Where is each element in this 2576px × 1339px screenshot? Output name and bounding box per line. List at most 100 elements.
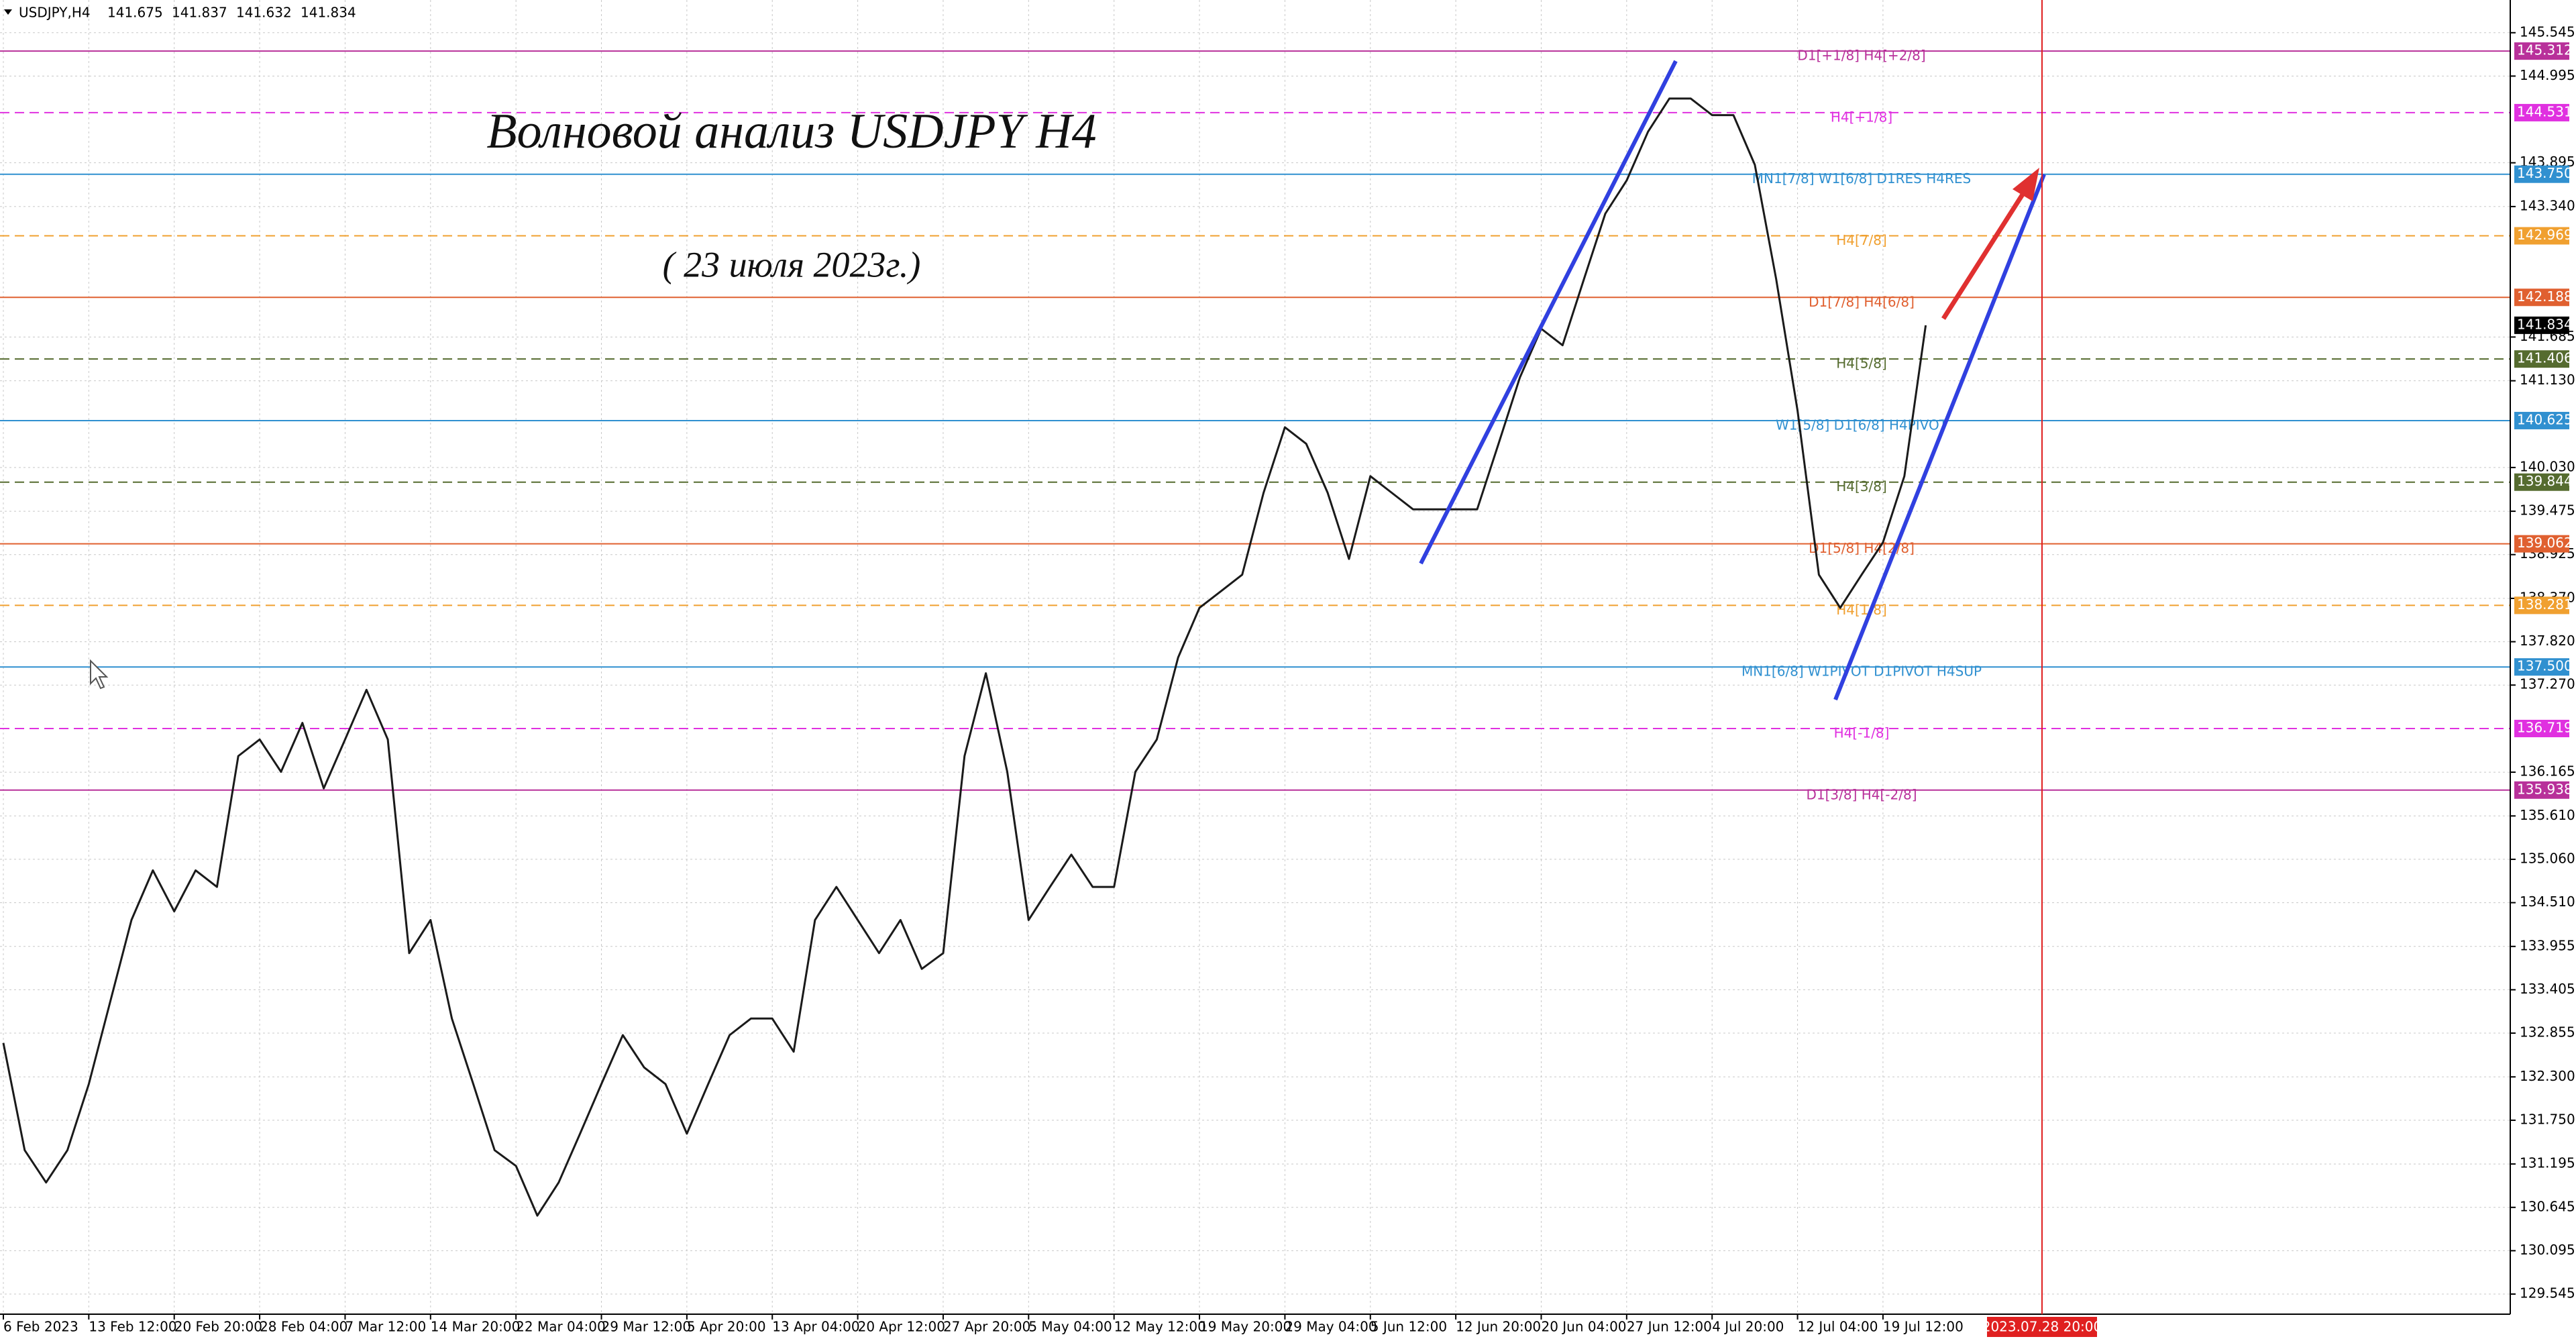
y-tick-label: 133.955 xyxy=(2520,937,2575,953)
y-tick-label: 139.475 xyxy=(2520,502,2575,519)
x-tick-label: 20 Feb 20:00 xyxy=(174,1319,262,1335)
price-box xyxy=(2514,535,2569,553)
price-box-label: 136.719 xyxy=(2517,719,2573,735)
price-box xyxy=(2514,350,2569,368)
price-box-label: 144.531 xyxy=(2517,103,2573,119)
x-tick-label: 29 Mar 12:00 xyxy=(602,1319,692,1335)
x-tick-label: 20 Apr 12:00 xyxy=(858,1319,945,1335)
series xyxy=(2,97,1927,1217)
price-box xyxy=(2514,658,2569,676)
y-tick-label: 134.510 xyxy=(2520,894,2575,910)
level-label: H4[-1/8] xyxy=(1834,725,1890,741)
level-label: D1[7/8] H4[6/8] xyxy=(1809,294,1915,310)
y-tick-label: 135.060 xyxy=(2520,850,2575,866)
price-box xyxy=(2514,719,2569,737)
x-tick-label: 29 May 04:00 xyxy=(1285,1319,1377,1335)
level-label: H4[3/8] xyxy=(1836,478,1887,494)
level-label: D1[3/8] H4[-2/8] xyxy=(1806,786,1917,802)
x-tick-label: 5 Jun 12:00 xyxy=(1371,1319,1447,1335)
y-tick-label: 144.995 xyxy=(2520,67,2575,83)
level-label: MN1[7/8] W1[6/8] D1RES H4RES xyxy=(1752,170,1971,186)
price-box-label: 140.625 xyxy=(2517,411,2573,427)
y-tick-label: 141.130 xyxy=(2520,372,2575,388)
menu-triangle xyxy=(4,9,12,15)
y-tick-label: 143.340 xyxy=(2520,197,2575,213)
x-tick-label: 27 Apr 20:00 xyxy=(943,1319,1030,1335)
y-tick-label: 132.300 xyxy=(2520,1068,2575,1084)
x-tick-label: 12 Jul 04:00 xyxy=(1798,1319,1878,1335)
last-price-label: 141.834 xyxy=(2517,316,2573,332)
x-tick-label: 19 Jul 12:00 xyxy=(1883,1319,1964,1335)
price-box xyxy=(2514,42,2569,60)
x-tick-label: 22 Mar 04:00 xyxy=(516,1319,606,1335)
trend-line xyxy=(1419,60,1678,565)
y-tick-label: 129.545 xyxy=(2520,1285,2575,1301)
price-box-label: 135.938 xyxy=(2517,781,2573,797)
x-tick-label: 28 Feb 04:00 xyxy=(260,1319,347,1335)
price-box-label: 142.188 xyxy=(2517,288,2573,305)
chart-subtitle: ( 23 июля 2023г.) xyxy=(663,244,921,284)
price-box-label: 139.844 xyxy=(2517,473,2573,489)
symbol: USDJPY,H4 xyxy=(19,5,91,21)
level-label: H4[+1/8] xyxy=(1831,109,1892,125)
price-box-label: 145.312 xyxy=(2517,42,2573,58)
y-tick-label: 145.545 xyxy=(2520,23,2575,40)
price-box xyxy=(2514,411,2569,429)
y-tick-label: 132.855 xyxy=(2520,1024,2575,1040)
price-box xyxy=(2514,596,2569,614)
y-tick-label: 135.610 xyxy=(2520,807,2575,823)
x-tick-label: 12 May 12:00 xyxy=(1114,1319,1206,1335)
x-tick-label: 19 May 20:00 xyxy=(1199,1319,1291,1335)
last-price-box xyxy=(2514,316,2569,334)
level-label: W1[5/8] D1[6/8] H4PIVOT xyxy=(1776,417,1948,433)
x-tick-label: 7 Mar 12:00 xyxy=(345,1319,426,1335)
x-tick-label: 13 Feb 12:00 xyxy=(89,1319,176,1335)
level-label: H4[1/8] xyxy=(1836,602,1887,618)
price-box-label: 143.750 xyxy=(2517,165,2573,181)
y-tick-label: 137.270 xyxy=(2520,676,2575,692)
price-box xyxy=(2514,103,2569,121)
price-box-label: 142.969 xyxy=(2517,227,2573,243)
ohlc-value: 141.834 xyxy=(301,5,356,21)
y-tick-label: 136.165 xyxy=(2520,763,2575,780)
y-tick-label: 137.820 xyxy=(2520,633,2575,649)
grid xyxy=(0,0,2510,1314)
y-tick-label: 131.750 xyxy=(2520,1111,2575,1127)
price-box xyxy=(2514,227,2569,245)
x-tick-label: 13 Apr 04:00 xyxy=(772,1319,859,1335)
price-box-label: 141.406 xyxy=(2517,350,2573,366)
price-box-label: 139.062 xyxy=(2517,535,2573,551)
level-label: H4[5/8] xyxy=(1836,356,1887,372)
x-tick-label: 5 May 04:00 xyxy=(1028,1319,1112,1335)
x-tick-label: 4 Jul 20:00 xyxy=(1712,1319,1784,1335)
axes: 145.545144.995143.895143.340141.685141.1… xyxy=(3,0,2575,1337)
price-box xyxy=(2514,473,2569,491)
price-box-label: 137.500 xyxy=(2517,658,2573,674)
x-tick-label: 5 Apr 20:00 xyxy=(687,1319,766,1335)
trend-line xyxy=(1833,173,2046,701)
chart-title: Волновой анализ USDJPY H4 xyxy=(486,104,1096,159)
x-tick-label: 12 Jun 20:00 xyxy=(1456,1319,1541,1335)
x-tick-label: 14 Mar 20:00 xyxy=(431,1319,521,1335)
levels: D1[+1/8] H4[+2/8] H4[+1/8] MN1[7/8] W1[6/8… xyxy=(0,48,2510,802)
ohlc-value: 141.675 xyxy=(107,5,163,21)
y-tick-label: 130.095 xyxy=(2520,1242,2575,1258)
level-label: MN1[6/8] W1PIVOT D1PIVOT H4SUP xyxy=(1741,663,1982,680)
ohlc-value: 141.837 xyxy=(172,5,227,21)
price-box-label: 138.281 xyxy=(2517,596,2573,612)
price-line xyxy=(2,97,1927,1217)
x-tick-label: 6 Feb 2023 xyxy=(3,1319,78,1335)
mouse-cursor xyxy=(90,659,109,690)
level-label: D1[+1/8] H4[+2/8] xyxy=(1797,48,1925,64)
price-box xyxy=(2514,781,2569,799)
forecast-arrow-head xyxy=(2012,168,2039,201)
price-box xyxy=(2514,165,2569,183)
y-tick-label: 140.030 xyxy=(2520,458,2575,474)
y-tick-label: 133.405 xyxy=(2520,981,2575,997)
x-tick-label: 27 Jun 12:00 xyxy=(1627,1319,1712,1335)
y-tick-label: 130.645 xyxy=(2520,1198,2575,1214)
level-label: H4[7/8] xyxy=(1836,232,1887,248)
cursor-time-box xyxy=(1987,1317,2097,1337)
